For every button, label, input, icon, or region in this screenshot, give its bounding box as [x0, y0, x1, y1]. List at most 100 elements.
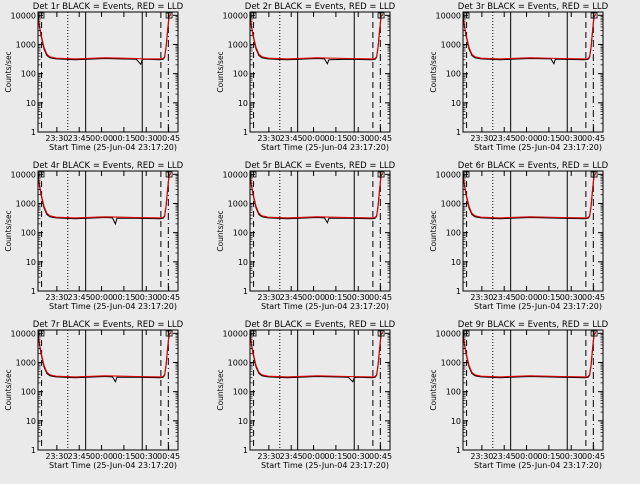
- x-tick-label: 00:00: [302, 452, 325, 461]
- y-tick-label: 10: [26, 258, 36, 267]
- lld-series-line: [250, 172, 384, 219]
- x-tick-label: 00:30: [560, 293, 583, 302]
- x-tick-label: 23:30: [257, 134, 280, 143]
- y-tick-label: 10: [451, 99, 461, 108]
- x-tick-label: 00:45: [369, 452, 392, 461]
- series-group: [38, 331, 172, 383]
- x-axis-label: Start Time (25-Jun-04 23:17:20): [49, 461, 177, 470]
- x-tick-label: 23:45: [280, 452, 303, 461]
- series-group: [38, 13, 172, 66]
- y-tick-label: 1: [243, 446, 248, 455]
- y-tick-label: 100: [21, 388, 36, 397]
- reference-lines: [253, 330, 381, 450]
- corner-marker: [377, 171, 385, 178]
- y-tick-label: 10000: [436, 329, 461, 338]
- reference-lines: [41, 12, 169, 132]
- events-series-line: [250, 14, 384, 65]
- x-tick-label: 23:45: [493, 134, 516, 143]
- reference-lines: [41, 330, 169, 450]
- panel-title: Det 5r BLACK = Events, RED = LLD: [245, 161, 396, 171]
- panel-title: Det 3r BLACK = Events, RED = LLD: [458, 2, 609, 12]
- detector-panel: Det 4r BLACK = Events, RED = LLD 1 10 100 10…: [4, 161, 184, 311]
- x-axis-label: Start Time (25-Jun-04 23:17:20): [474, 143, 602, 152]
- x-tick-label: 00:45: [582, 134, 605, 143]
- y-tick-label: 1: [243, 287, 248, 296]
- events-series-line: [38, 14, 172, 66]
- detector-panel: Det 7r BLACK = Events, RED = LLD 1 10 100 10…: [4, 320, 184, 470]
- detector-panel: Det 8r BLACK = Events, RED = LLD 1 10 100 10…: [216, 320, 396, 470]
- y-tick-label: 100: [21, 70, 36, 79]
- x-tick-label: 23:45: [68, 293, 91, 302]
- x-tick-label: 00:45: [582, 452, 605, 461]
- x-tick-label: 23:45: [493, 293, 516, 302]
- x-tick-label: 00:30: [347, 134, 370, 143]
- reference-lines: [466, 330, 594, 450]
- x-tick-label: 00:30: [347, 452, 370, 461]
- plot-frame: [462, 11, 604, 133]
- events-series-line: [463, 332, 596, 379]
- y-tick-label: 10000: [223, 329, 248, 338]
- y-tick-label: 1000: [441, 199, 461, 208]
- detector-panel: Det 2r BLACK = Events, RED = LLD 1 10 100 10…: [216, 2, 396, 152]
- reference-lines: [466, 171, 594, 291]
- y-tick-label: 1000: [228, 199, 248, 208]
- x-tick-label: 00:45: [157, 452, 180, 461]
- panel-title: Det 8r BLACK = Events, RED = LLD: [245, 320, 396, 330]
- y-tick-label: 1000: [16, 199, 36, 208]
- x-tick-label: 00:15: [112, 293, 135, 302]
- x-tick-label: 00:00: [302, 293, 325, 302]
- y-tick-label: 100: [233, 70, 248, 79]
- x-tick-label: 00:15: [324, 293, 347, 302]
- y-tick-label: 10000: [11, 11, 36, 20]
- y-tick-label: 1000: [16, 358, 36, 367]
- y-tick-label: 1: [243, 128, 248, 137]
- corner-marker: [165, 12, 173, 19]
- events-series-line: [250, 332, 384, 383]
- series-group: [463, 172, 597, 220]
- x-tick-label: 23:45: [493, 452, 516, 461]
- x-tick-label: 00:45: [157, 134, 180, 143]
- plot-frame: [249, 329, 391, 451]
- y-tick-label: 10: [26, 99, 36, 108]
- y-tick-label: 1: [456, 287, 461, 296]
- x-tick-label: 23:45: [280, 293, 303, 302]
- detector-panel: Det 3r BLACK = Events, RED = LLD 1 10 100 10…: [429, 2, 609, 152]
- panel-title: Det 1r BLACK = Events, RED = LLD: [33, 2, 184, 12]
- y-tick-label: 100: [21, 229, 36, 238]
- panel-title: Det 4r BLACK = Events, RED = LLD: [33, 161, 184, 171]
- x-tick-label: 23:30: [470, 452, 493, 461]
- y-tick-label: 100: [233, 388, 248, 397]
- x-tick-label: 00:30: [135, 293, 158, 302]
- x-axis-label: Start Time (25-Jun-04 23:17:20): [261, 302, 389, 311]
- x-tick-label: 00:00: [90, 452, 113, 461]
- panel-title: Det 2r BLACK = Events, RED = LLD: [245, 2, 396, 12]
- y-axis-label: Counts/sec: [216, 51, 225, 92]
- panel-title: Det 7r BLACK = Events, RED = LLD: [33, 320, 184, 330]
- x-tick-label: 23:30: [257, 293, 280, 302]
- x-tick-label: 00:30: [560, 134, 583, 143]
- lld-series-line: [463, 13, 597, 60]
- x-tick-label: 00:00: [90, 134, 113, 143]
- x-tick-label: 23:30: [470, 293, 493, 302]
- y-tick-label: 10000: [436, 11, 461, 20]
- panel-title: Det 6r BLACK = Events, RED = LLD: [458, 161, 609, 171]
- events-series-line: [463, 14, 596, 65]
- x-axis-label: Start Time (25-Jun-04 23:17:20): [49, 302, 177, 311]
- x-tick-label: 00:15: [112, 452, 135, 461]
- y-tick-label: 1000: [16, 40, 36, 49]
- y-tick-label: 10000: [11, 329, 36, 338]
- x-tick-label: 00:45: [582, 293, 605, 302]
- y-axis-label: Counts/sec: [216, 210, 225, 251]
- series-group: [38, 172, 172, 226]
- reference-lines: [41, 171, 169, 291]
- corner-marker: [377, 330, 385, 337]
- y-tick-label: 100: [446, 70, 461, 79]
- y-tick-label: 100: [446, 388, 461, 397]
- x-tick-label: 23:30: [45, 293, 68, 302]
- y-tick-label: 1000: [228, 40, 248, 49]
- y-tick-label: 10: [451, 417, 461, 426]
- y-tick-label: 10000: [11, 170, 36, 179]
- y-tick-label: 10000: [223, 11, 248, 20]
